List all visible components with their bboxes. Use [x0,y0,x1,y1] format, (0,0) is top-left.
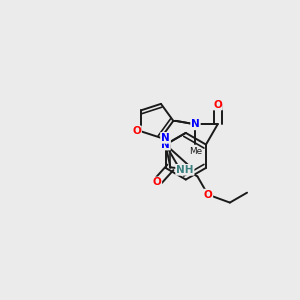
Text: O: O [152,177,161,188]
Text: O: O [204,190,212,200]
Text: NH: NH [176,165,194,175]
Text: N: N [191,119,200,129]
Text: N: N [161,140,170,150]
Text: O: O [132,126,141,136]
Text: N: N [161,133,170,143]
Text: Me: Me [189,147,202,156]
Text: O: O [213,100,222,110]
